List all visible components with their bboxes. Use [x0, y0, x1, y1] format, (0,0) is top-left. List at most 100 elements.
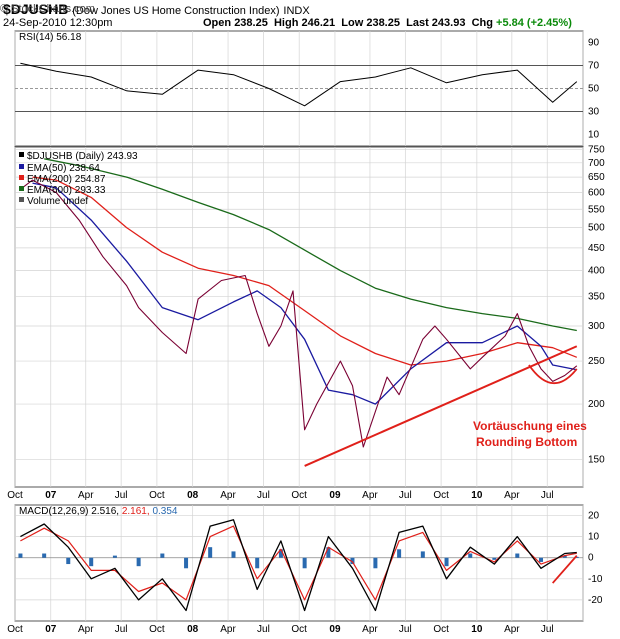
macd-xtick: 08 [187, 624, 199, 635]
ema50-line [32, 182, 577, 405]
chg-value: +5.84 (+2.45%) [496, 17, 572, 29]
macd-histogram-bar [574, 556, 579, 558]
macd-xtick: Oct [149, 624, 165, 635]
macd-histogram-bar [562, 555, 567, 558]
macd-histogram-bar [420, 551, 425, 558]
open-label: Open [203, 17, 232, 29]
rounding-bottom-arc [528, 364, 578, 385]
macd-xtick: Apr [362, 624, 378, 635]
rsi-ytick: 30 [588, 107, 600, 118]
rsi-ytick: 50 [588, 84, 600, 95]
macd-xtick: 09 [329, 624, 341, 635]
macd-histogram-bar [136, 557, 141, 567]
price-xtick: Jul [115, 490, 128, 501]
price-xtick: Jul [257, 490, 270, 501]
macd-histogram-bar [42, 553, 47, 558]
macd-trendline [551, 555, 578, 584]
price-xtick: Oct [433, 490, 449, 501]
macd-histogram-bar [184, 557, 189, 569]
macd-histogram-bar [231, 551, 236, 558]
price-xtick: Oct [149, 490, 165, 501]
price-xtick: Apr [78, 490, 94, 501]
macd-xtick: Jul [257, 624, 270, 635]
macd-xtick: Oct [433, 624, 449, 635]
macd-xtick: Oct [7, 624, 23, 635]
price-xtick: Apr [362, 490, 378, 501]
legend-ema50-swatch [19, 164, 24, 169]
macd-histogram-bar [515, 553, 520, 558]
chart-datetime: 24-Sep-2010 12:30pm [3, 17, 113, 29]
annotation-line1: Vortäuschung eines [473, 419, 587, 433]
price-ytick: 750 [588, 145, 605, 156]
macd-histogram-bar [444, 557, 449, 567]
last-value: 243.93 [431, 17, 466, 29]
macd-ytick: 20 [588, 511, 600, 522]
macd-histogram-bar [326, 547, 331, 558]
macd-histogram-bar [373, 557, 378, 569]
legend-price: $DJUSHB (Daily) 243.93 [27, 151, 138, 162]
macd-panel: 20 10 0 -10 -20 MACD(12,26,9) 2.516, 2.161, 0… [7, 506, 603, 635]
price-ytick: 200 [588, 399, 605, 410]
price-ytick: 550 [588, 204, 605, 215]
macd-histogram-bar [350, 557, 355, 565]
price-xtick: Jul [399, 490, 412, 501]
price-ytick: 300 [588, 321, 605, 332]
macd-ytick: -20 [588, 595, 603, 606]
macd-histogram-bar [397, 549, 402, 558]
rsi-legend: RSI(14) 56.18 [19, 32, 82, 43]
legend-ema600: EMA(600) 293.33 [27, 185, 106, 196]
ema200-line [32, 176, 578, 366]
price-xtick: Jul [541, 490, 554, 501]
price-ytick: 600 [588, 188, 605, 199]
macd-histogram-bar [160, 553, 165, 558]
legend-volume: Volume undef [27, 196, 88, 207]
price-ytick: 150 [588, 454, 605, 465]
macd-histogram-bar [89, 557, 94, 567]
legend-ema50: EMA(50) 238.64 [27, 163, 100, 174]
high-value: 246.21 [301, 17, 336, 29]
price-ytick: 700 [588, 158, 605, 169]
macd-histogram-bar [302, 557, 307, 569]
price-ytick: 350 [588, 291, 605, 302]
open-value: 238.25 [234, 17, 268, 29]
rsi-line [20, 62, 578, 107]
macd-histogram-bar [278, 549, 283, 558]
macd-xtick: Oct [291, 624, 307, 635]
macd-xtick: Jul [115, 624, 128, 635]
price-xtick: Oct [7, 490, 23, 501]
price-ytick: 500 [588, 223, 605, 234]
rsi-ytick: 10 [588, 130, 600, 141]
macd-histogram-bar [468, 553, 473, 558]
macd-line [20, 519, 577, 612]
annotation-line2: Rounding Bottom [476, 435, 577, 449]
ema600-line [44, 158, 577, 332]
low-label: Low [341, 17, 364, 29]
macd-ytick: -10 [588, 574, 603, 585]
macd-xtick: 07 [45, 624, 57, 635]
legend-volume-swatch [19, 197, 24, 202]
macd-signal-line [20, 525, 577, 601]
macd-ytick: 0 [588, 553, 594, 564]
legend-ema200-swatch [19, 175, 24, 180]
price-xtick: 10 [471, 490, 483, 501]
price-panel: 750 700 650 600 550 500 450 400 350 300 250 200 150 V… [7, 145, 605, 501]
macd-xtick: Apr [220, 624, 236, 635]
support-trendline [304, 345, 578, 467]
macd-histogram-bar [112, 555, 117, 558]
price-xtick: 08 [187, 490, 199, 501]
symbol-description: (Dow Jones US Home Construction Index) [72, 5, 280, 17]
price-ytick: 250 [588, 356, 605, 367]
rsi-ytick: 90 [588, 38, 600, 49]
macd-xtick: 10 [471, 624, 483, 635]
legend-ema200: EMA(200) 254.87 [27, 174, 106, 185]
last-label: Last [406, 17, 429, 29]
macd-ytick: 10 [588, 532, 600, 543]
macd-histogram-bar [66, 557, 71, 565]
low-value: 238.25 [366, 17, 400, 29]
price-xtick: Apr [504, 490, 520, 501]
symbol: $DJUSHB [3, 1, 69, 17]
macd-xtick: Apr [78, 624, 94, 635]
legend-price-swatch [19, 152, 24, 157]
macd-histogram-bar [492, 557, 497, 560]
